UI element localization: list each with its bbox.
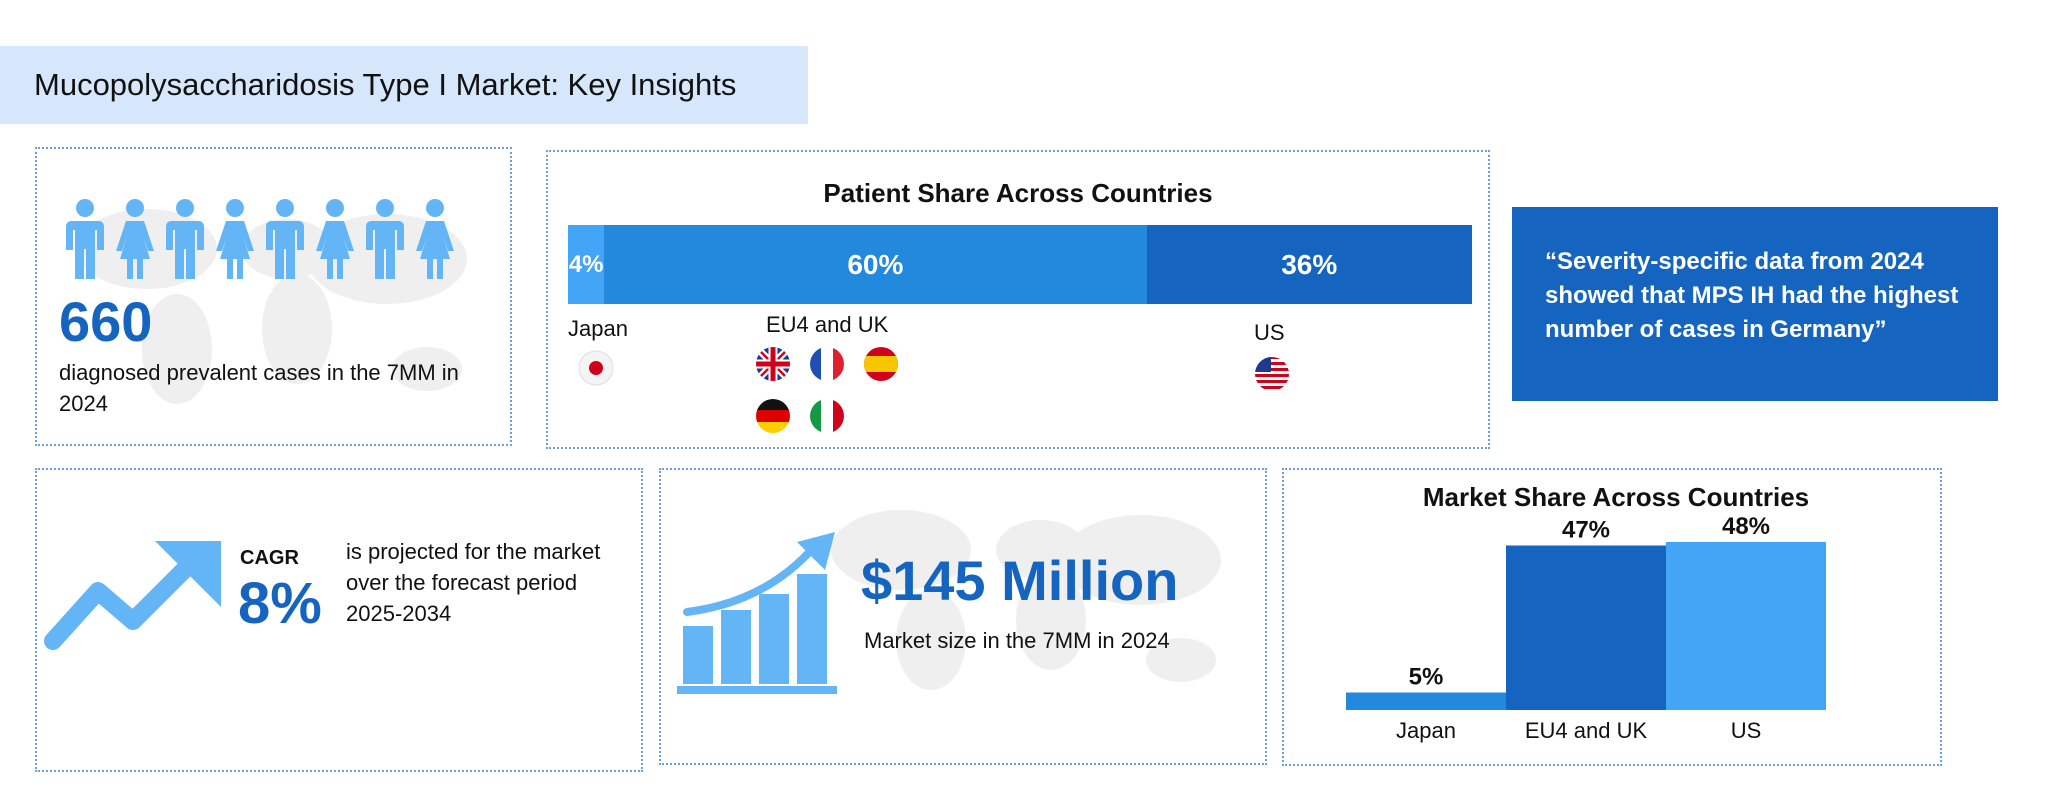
market-share-category-label-1: EU4 and UK (1525, 718, 1648, 743)
market-share-title: Market Share Across Countries (1423, 482, 1809, 512)
patient-share-us-value: 36% (1281, 248, 1338, 280)
market-size-card: $145 Million Market size in the 7MM in 2… (659, 468, 1267, 765)
market-share-value-label-2: 48% (1722, 513, 1770, 540)
quote-box: “Severity-specific data from 2024 showed… (1512, 207, 1998, 401)
prevalence-card: 660 diagnosed prevalent cases in the 7MM… (35, 147, 512, 446)
market-share-card: Market Share Across Countries 5% Japan 47%… (1282, 468, 1942, 766)
male-icon (366, 199, 404, 279)
market-size-value: $145 Million (861, 549, 1179, 612)
country-label-japan: Japan (568, 316, 628, 341)
france-flag-icon (810, 347, 844, 381)
market-share-value-label-0: 5% (1409, 664, 1444, 691)
patient-share-japan-segment: 4% (568, 225, 605, 304)
world-map-icon (831, 510, 1221, 690)
market-share-category-label-2: US (1731, 718, 1762, 743)
growth-bar-chart-icon (677, 532, 837, 694)
female-icon (416, 199, 454, 279)
patient-share-eu4-value: 60% (847, 248, 904, 280)
uk-flag-icon (756, 347, 790, 381)
patient-share-card: Patient Share Across Countries 4% 60% 36… (546, 150, 1490, 449)
japan-flag-icon (578, 350, 614, 386)
page-title: Mucopolysaccharidosis Type I Market: Key… (34, 67, 737, 102)
patient-share-title: Patient Share Across Countries (823, 178, 1213, 208)
patient-share-japan-value: 4% (568, 250, 604, 278)
market-share-bar-1 (1506, 545, 1666, 710)
market-share-value-label-1: 47% (1562, 517, 1610, 544)
spain-flag-icon (864, 347, 898, 381)
country-label-eu4: EU4 and UK (766, 312, 889, 337)
cagr-value: 8% (238, 571, 322, 636)
female-icon (316, 199, 354, 279)
patient-share-us-segment: 36% (1146, 225, 1472, 304)
title-bar: Mucopolysaccharidosis Type I Market: Key… (0, 46, 808, 124)
italy-flag-icon (810, 399, 844, 433)
country-label-us: US (1254, 320, 1285, 345)
cagr-card: CAGR 8% is projected for the market over… (35, 468, 643, 772)
trend-up-arrow-icon (44, 541, 221, 650)
market-share-category-label-0: Japan (1396, 718, 1456, 743)
prevalent-cases-caption: diagnosed prevalent cases in the 7MM in … (59, 360, 459, 416)
market-share-chart: Market Share Across Countries 5% Japan 47%… (1346, 482, 1826, 743)
market-size-caption: Market size in the 7MM in 2024 (864, 628, 1170, 653)
market-share-bar-2 (1666, 542, 1826, 710)
female-icon (116, 199, 154, 279)
male-icon (66, 199, 104, 279)
male-icon (166, 199, 204, 279)
male-icon (266, 199, 304, 279)
market-share-bar-0 (1346, 692, 1506, 710)
patient-icons (63, 199, 457, 281)
us-flag-icon (1255, 357, 1289, 391)
cagr-label: CAGR (240, 547, 299, 569)
cagr-description: is projected for the market over the for… (346, 539, 601, 626)
quote-text: “Severity-specific data from 2024 showed… (1545, 248, 1959, 343)
germany-flag-icon (756, 399, 790, 433)
female-icon (216, 199, 254, 279)
patient-share-eu4-segment: 60% (604, 225, 1147, 304)
prevalent-cases-value: 660 (59, 290, 153, 353)
